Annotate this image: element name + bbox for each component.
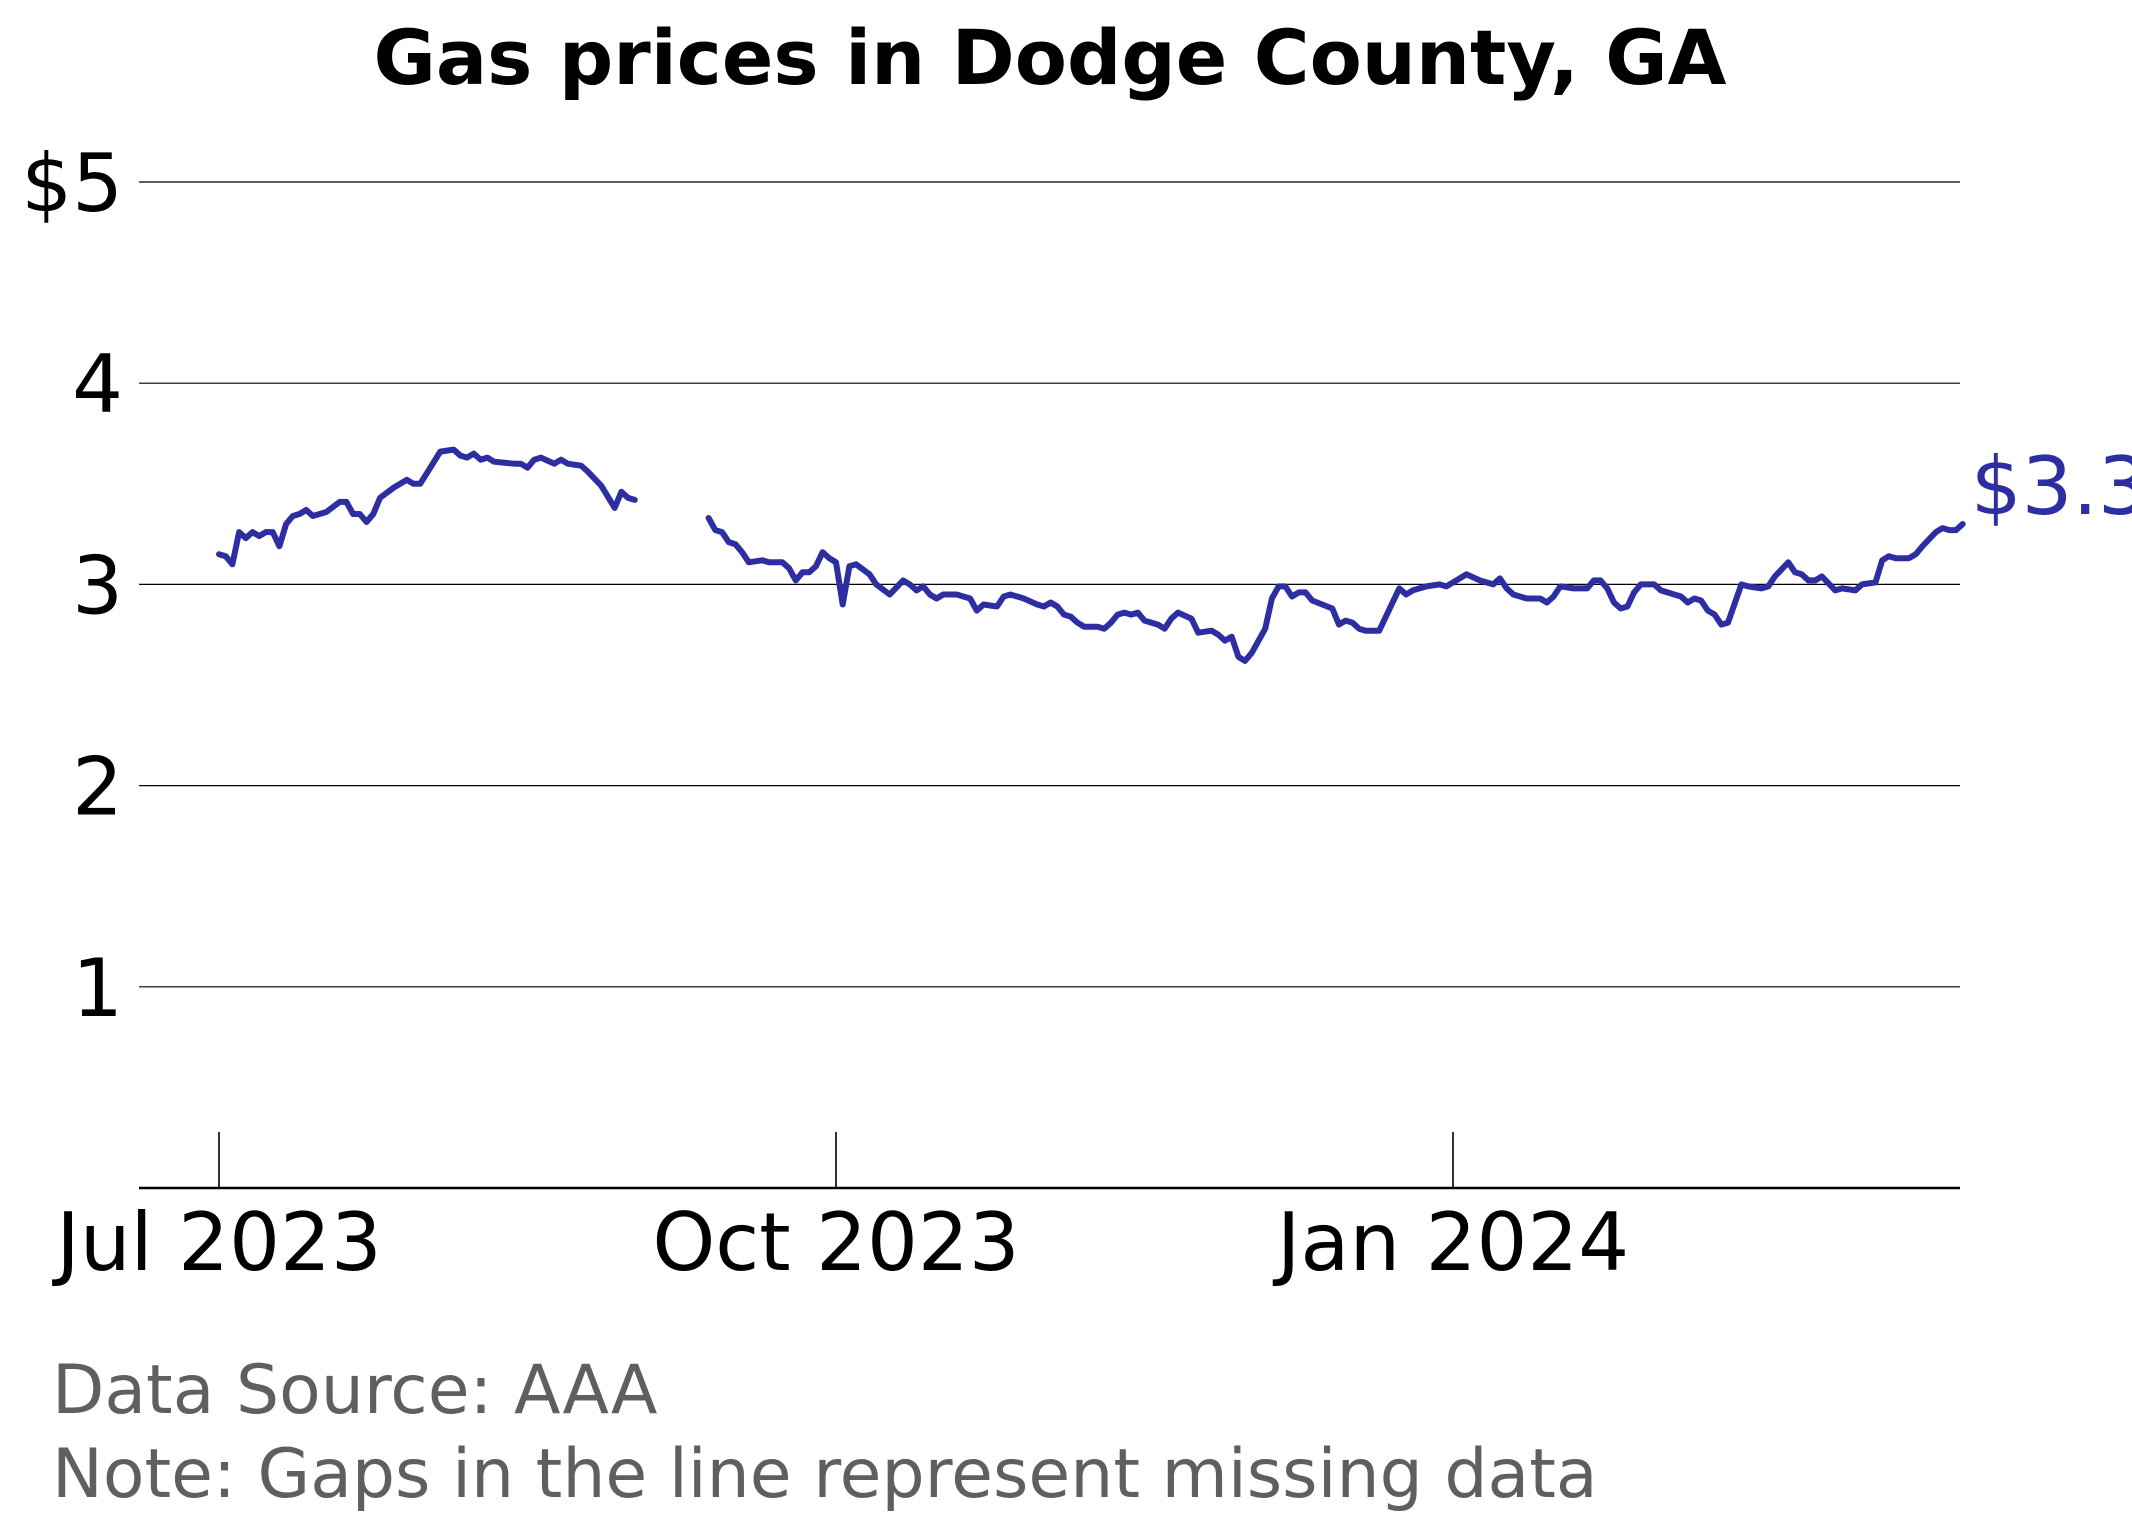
y-tick-label: 1 — [72, 942, 123, 1035]
latest-price-label: $3.30 — [1971, 440, 2132, 533]
data-source-note: Data Source: AAA — [52, 1351, 657, 1430]
x-ticks: Jul 2023 Oct 2023 Jan 2024 — [51, 1132, 1629, 1289]
missing-data-note: Note: Gaps in the line represent missing… — [52, 1435, 1598, 1514]
y-tick-label: 2 — [72, 741, 123, 834]
y-tick-label: $5 — [21, 137, 123, 230]
chart-title: Gas prices in Dodge County, GA — [373, 13, 1726, 102]
x-tick-label: Jan 2024 — [1272, 1196, 1629, 1289]
y-tick-labels: 1 2 3 4 $5 — [21, 137, 123, 1035]
x-tick-label: Oct 2023 — [652, 1196, 1019, 1289]
price-series — [216, 446, 1966, 664]
x-tick-label: Jul 2023 — [51, 1196, 382, 1289]
price-line-segment — [705, 515, 1966, 664]
grid-lines — [139, 181, 1960, 988]
y-tick-label: 4 — [72, 338, 123, 431]
price-line-segment — [216, 446, 638, 568]
y-tick-label: 3 — [72, 539, 123, 632]
